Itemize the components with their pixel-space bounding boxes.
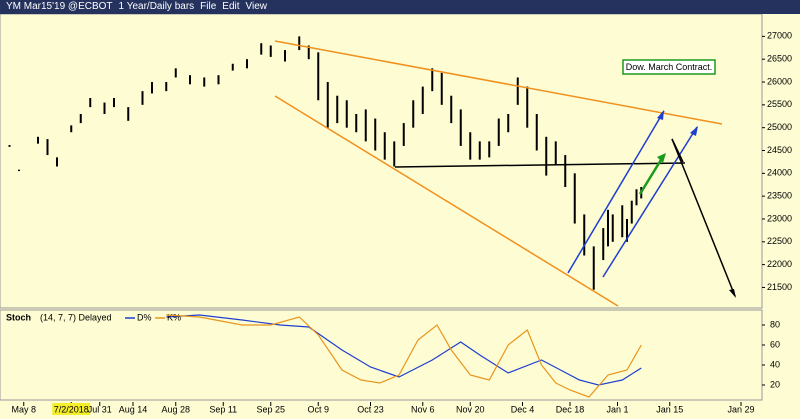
x-tick-label: Sep 25 (256, 404, 285, 414)
y-tick-label: 40 (770, 359, 780, 369)
y-tick-label: 20 (770, 379, 780, 389)
projection-up (671, 138, 684, 163)
x-tick-label: Nov 20 (456, 404, 485, 414)
arrowhead (657, 110, 664, 120)
x-tick-label: May 8 (11, 404, 36, 414)
menu-edit[interactable]: Edit (222, 1, 240, 12)
y-tick-label: 24500 (767, 145, 792, 155)
annotation-box (622, 59, 716, 75)
x-tick-highlight (52, 403, 91, 415)
x-tick-label: Oct 9 (307, 404, 329, 414)
x-tick-label: Aug 14 (119, 404, 148, 414)
green-arrow (638, 154, 666, 195)
y-tick-label: 24000 (767, 168, 792, 178)
x-tick-label: Sep 11 (209, 404, 237, 414)
annotation: Dow. March Contract. (626, 62, 713, 72)
interval[interactable]: 1 Year/Daily bars (118, 1, 195, 12)
stoch-line (166, 314, 642, 398)
y-tick-label: 23500 (767, 191, 792, 201)
arrowhead (657, 153, 666, 163)
x-tick-label: Nov 6 (411, 404, 435, 414)
window-title: YM Mar15'19 @ECBOT (6, 1, 113, 12)
y-tick-label: 21500 (767, 282, 792, 292)
x-tick-label: Jan 15 (656, 404, 683, 414)
y-tick-label: 22500 (767, 236, 792, 246)
menu-view[interactable]: View (245, 1, 268, 12)
y-tick-label: 25500 (767, 99, 792, 109)
stoch-subtitle: (14, 7, 7) Delayed (40, 312, 112, 322)
y-tick-label: 26000 (767, 76, 792, 86)
projection-line (671, 138, 736, 297)
x-tick-label: Jan 29 (727, 404, 754, 414)
arrowhead (729, 289, 736, 298)
legend-label: D% (137, 312, 152, 322)
arrowhead (690, 126, 698, 136)
y-tick-label: 25000 (767, 122, 792, 132)
stoch-panel (0, 309, 763, 401)
channel-lower (602, 126, 698, 278)
x-tick-label: Dec 18 (556, 404, 585, 414)
title-bar: YM Mar15'19 @ECBOT 1 Year/Daily bars File E… (0, 0, 800, 14)
x-tick-label: 7/2/2018 (54, 404, 89, 414)
x-tick-label: Jul 31 (88, 404, 112, 414)
support-line (394, 162, 686, 168)
y-tick-label: 60 (770, 339, 780, 349)
channel-upper (567, 110, 665, 274)
chart: Dow. March Contract. Stoch (14, 7, 7) De… (0, 14, 792, 415)
y-tick-label: 27000 (767, 31, 792, 41)
menu-file[interactable]: File (200, 1, 217, 12)
x-tick-label: Jan 1 (606, 404, 628, 414)
x-tick-label: Aug 28 (161, 404, 190, 414)
y-tick-label: 22000 (767, 259, 792, 269)
legend-label: K% (167, 312, 181, 322)
y-tick-label: 23000 (767, 213, 792, 223)
upper-trendline (274, 40, 723, 125)
trend-lines (274, 40, 736, 307)
lower-trendline (274, 95, 619, 307)
y-tick-label: 80 (770, 319, 780, 329)
x-tick-label: Dec 4 (511, 404, 535, 414)
y-tick-label: 26500 (767, 54, 792, 64)
stoch-title: Stoch (6, 312, 31, 322)
x-tick-label: Oct 23 (357, 404, 384, 414)
